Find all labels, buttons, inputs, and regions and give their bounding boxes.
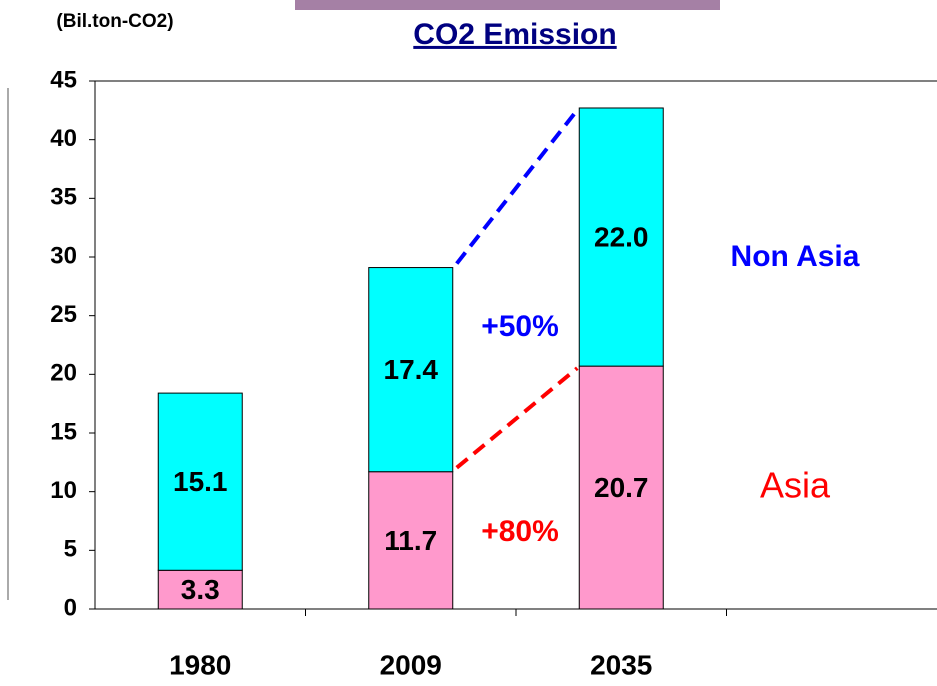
x-tick-label: 1980 xyxy=(169,649,231,680)
legend-label: Asia xyxy=(760,465,831,506)
legend-label: Non Asia xyxy=(731,240,860,273)
y-tick-label: 15 xyxy=(50,418,77,445)
data-label: 15.1 xyxy=(173,466,228,497)
data-label: 22.0 xyxy=(594,221,649,252)
chart-title: CO2 Emission xyxy=(413,18,616,51)
y-tick-label: 25 xyxy=(50,301,77,328)
annotation: +50% xyxy=(481,310,559,343)
bar-segment xyxy=(368,471,454,610)
annotation: +80% xyxy=(481,515,559,548)
bar-segment xyxy=(578,107,664,367)
y-tick-label: 35 xyxy=(50,184,77,211)
data-label: 11.7 xyxy=(384,525,437,556)
x-tick-label: 2009 xyxy=(380,649,442,680)
y-axis-label: (Bil.ton-CO2) xyxy=(56,11,173,32)
growth-connector xyxy=(455,366,579,470)
bar-segment xyxy=(157,569,243,610)
data-label: 20.7 xyxy=(594,472,649,503)
x-tick-label: 2035 xyxy=(590,649,652,680)
y-tick-label: 30 xyxy=(50,242,77,269)
y-tick-label: 40 xyxy=(50,125,77,152)
bar-segment xyxy=(157,392,243,571)
y-tick-label: 45 xyxy=(50,66,77,93)
y-tick-label: 10 xyxy=(50,477,77,504)
data-label: 17.4 xyxy=(384,354,439,385)
data-label: 3.3 xyxy=(181,574,220,605)
growth-connector xyxy=(455,108,579,265)
bar-segment xyxy=(578,365,664,610)
y-tick-label: 0 xyxy=(64,594,77,621)
bar-segment xyxy=(368,267,454,473)
y-tick-label: 20 xyxy=(50,360,77,387)
y-tick-label: 5 xyxy=(64,536,77,563)
title-decoration xyxy=(295,0,720,10)
